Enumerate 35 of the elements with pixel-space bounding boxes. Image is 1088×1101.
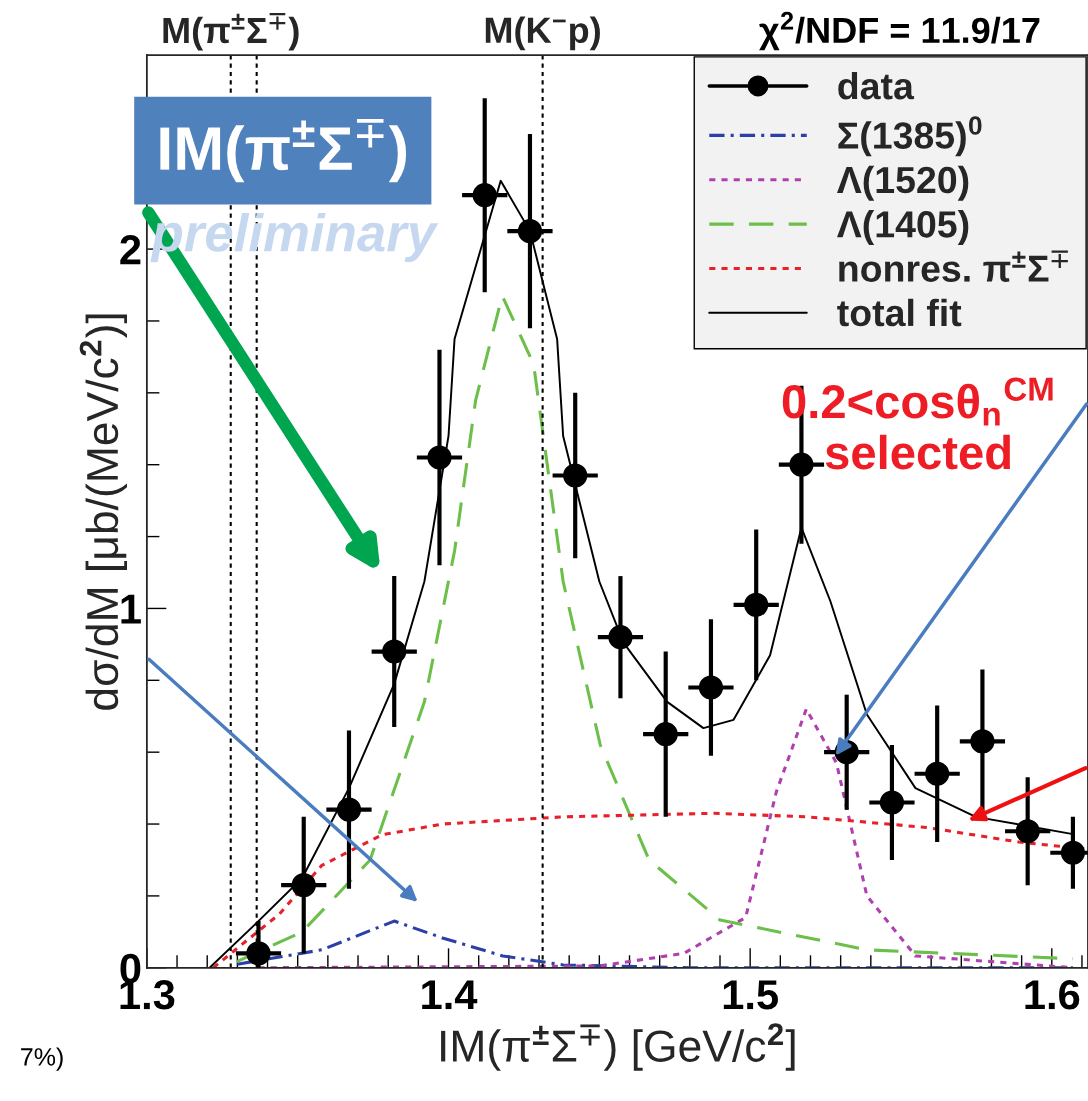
point [427, 445, 452, 470]
point [246, 941, 271, 966]
x-axis-title: IM(π$^{±}$Σ$^{∓}$) [GeV/c$^{2}$] [441, 1023, 795, 1071]
point [563, 463, 588, 488]
x-tick-label: 1.5 [723, 980, 778, 1010]
point [382, 639, 407, 664]
point [744, 592, 769, 617]
point [1060, 840, 1086, 865]
point [879, 790, 905, 815]
legend-label: Λ(1405) [837, 210, 969, 246]
point [970, 729, 995, 754]
text: χ$^{2}$/NDF = 11.9/17 [759, 11, 1040, 51]
point [925, 761, 950, 786]
legend-label: Σ(1385)$^{0}$ [838, 116, 982, 157]
point [608, 625, 633, 650]
line-series [235, 919, 1075, 968]
x-tick-label: 1.4 [422, 980, 478, 1010]
point [789, 452, 814, 477]
ref-line-label: M(K$^{−}$p) [485, 16, 600, 51]
text: 7%) [21, 1047, 63, 1071]
x-tick-label: 1.6 [1025, 979, 1080, 1010]
legend-label: Λ(1520) [837, 165, 969, 201]
ref-line-label: M(π$^{±}$Σ$^{∓}$) [163, 12, 299, 51]
point [336, 797, 362, 822]
legend-label: total fit [837, 298, 962, 327]
point [472, 183, 497, 208]
point [1015, 819, 1040, 844]
annotation: IM(π$^{±}$Σ$^{∓}$) [160, 118, 407, 183]
legend-label: data [838, 71, 915, 100]
point [291, 873, 316, 898]
point [653, 722, 678, 747]
point [698, 675, 724, 700]
y-tick-label: 2 [120, 235, 141, 265]
point [517, 219, 543, 244]
legend-label: nonres. π$^{±}$Σ$^{∓}$ [839, 250, 1068, 282]
